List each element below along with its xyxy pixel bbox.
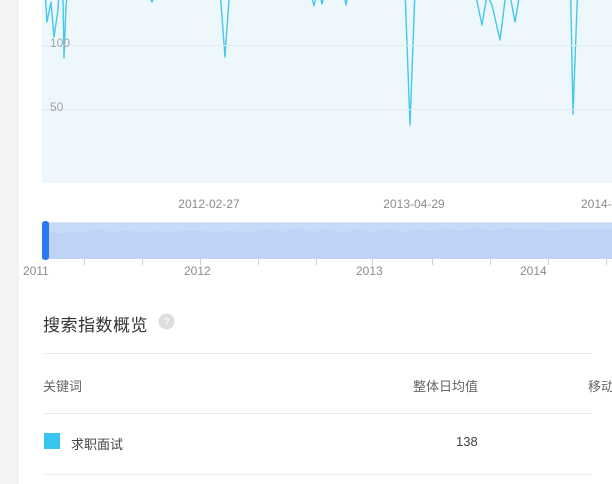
- svg-text:?: ?: [164, 316, 170, 328]
